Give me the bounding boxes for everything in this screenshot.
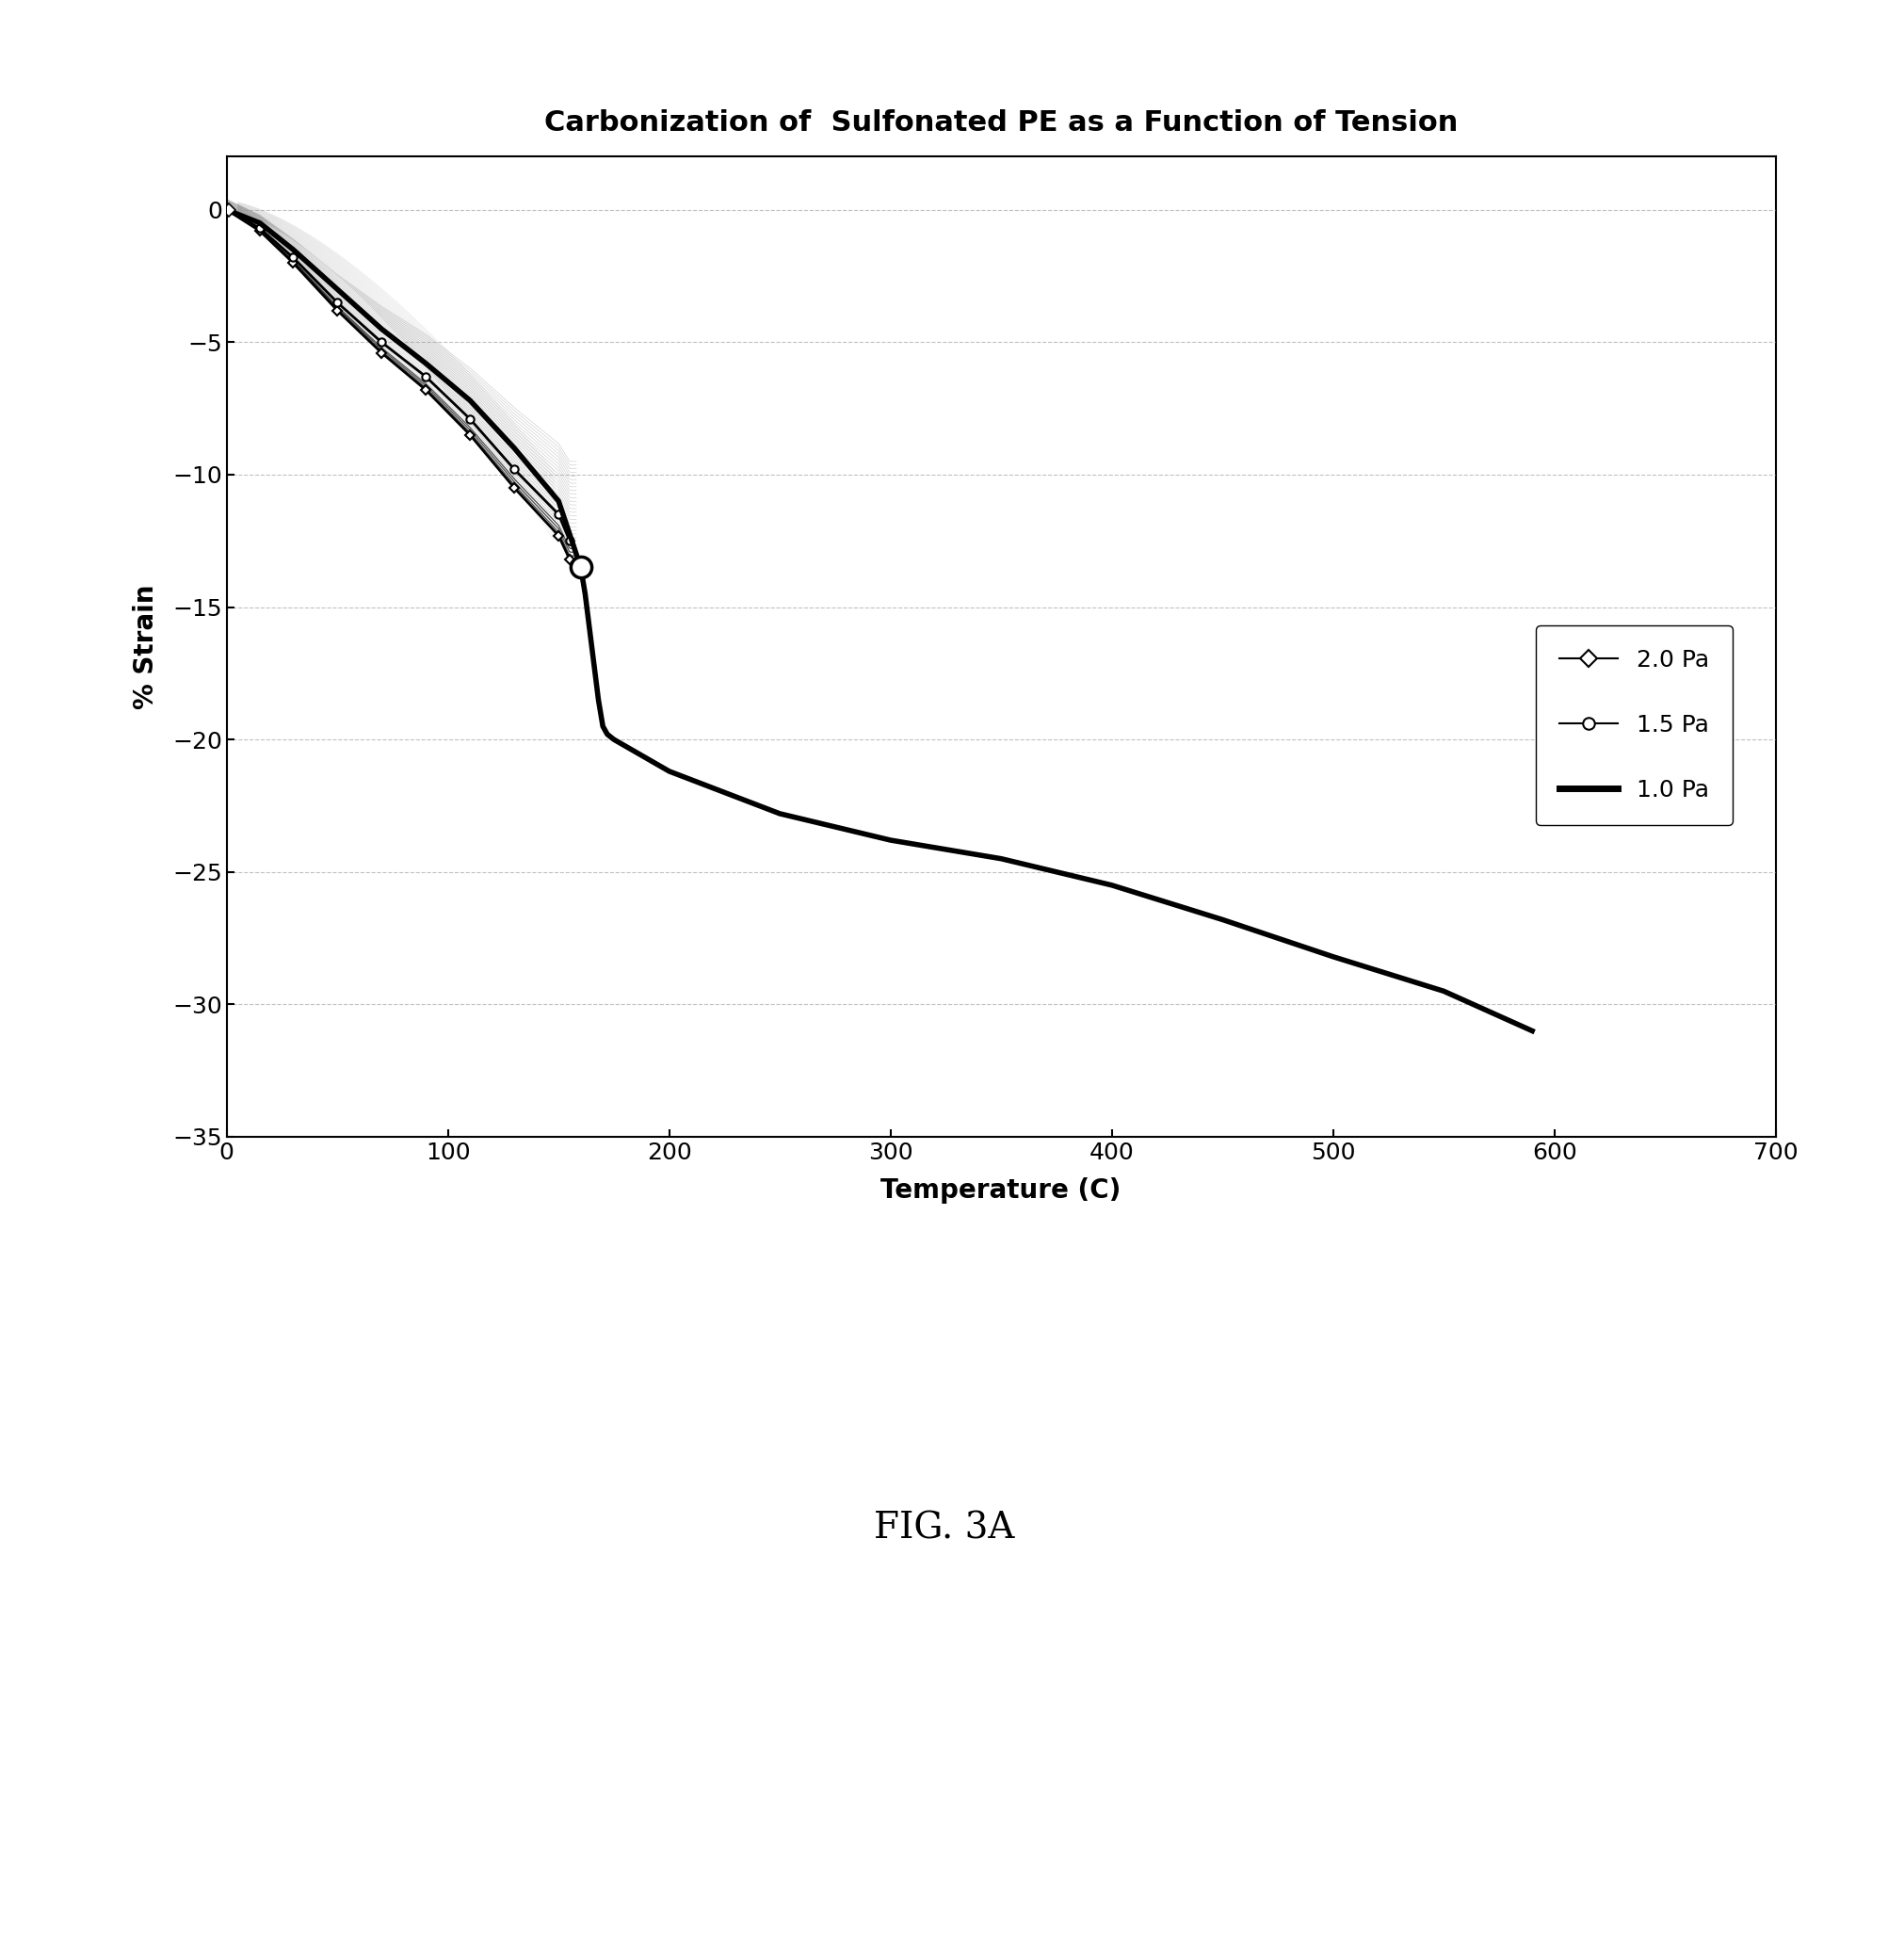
2.0 Pa: [281, 251, 304, 274]
1.5 Pa: [370, 331, 393, 355]
2.0 Pa: [459, 423, 481, 447]
Y-axis label: % Strain: % Strain: [132, 584, 159, 710]
1.5 Pa: [413, 365, 436, 388]
1.0 Pa: [215, 198, 238, 221]
1.0 Pa: [602, 727, 625, 751]
1.0 Pa: [1210, 907, 1233, 931]
2.0 Pa: [502, 476, 525, 500]
1.0 Pa: [657, 760, 680, 784]
1.0 Pa: [370, 318, 393, 341]
1.0 Pa: [568, 555, 591, 578]
1.5 Pa: [548, 502, 570, 525]
Line: 1.5 Pa: 1.5 Pa: [223, 206, 574, 545]
1.0 Pa: [587, 688, 610, 711]
1.0 Pa: [989, 847, 1012, 870]
1.5 Pa: [249, 216, 272, 239]
2.0 Pa: [559, 547, 582, 570]
1.0 Pa: [502, 437, 525, 461]
1.0 Pa: [327, 278, 349, 302]
1.0 Pa: [548, 490, 570, 514]
1.0 Pa: [1520, 1019, 1542, 1043]
1.5 Pa: [327, 290, 349, 314]
1.5 Pa: [459, 408, 481, 431]
2.0 Pa: [215, 198, 238, 221]
1.0 Pa: [413, 351, 436, 374]
Line: 2.0 Pa: 2.0 Pa: [223, 206, 572, 563]
1.0 Pa: [878, 829, 901, 853]
1.0 Pa: [459, 388, 481, 412]
1.5 Pa: [281, 245, 304, 269]
1.0 Pa: [1322, 945, 1344, 968]
1.5 Pa: [559, 529, 582, 553]
1.0 Pa: [602, 727, 625, 751]
1.0 Pa: [568, 555, 591, 578]
1.0 Pa: [1101, 874, 1123, 898]
Line: 1.0 Pa: 1.0 Pa: [227, 210, 1531, 1031]
2.0 Pa: [413, 378, 436, 402]
1.5 Pa: [215, 198, 238, 221]
1.0 Pa: [768, 802, 791, 825]
1.0 Pa: [565, 543, 587, 566]
X-axis label: Temperature (C): Temperature (C): [880, 1178, 1121, 1203]
Text: FIG. 3A: FIG. 3A: [874, 1511, 1014, 1546]
1.0 Pa: [595, 723, 617, 747]
2.0 Pa: [249, 220, 272, 243]
1.0 Pa: [580, 635, 602, 659]
1.0 Pa: [249, 212, 272, 235]
Title: Carbonization of  Sulfonated PE as a Function of Tension: Carbonization of Sulfonated PE as a Func…: [544, 110, 1458, 137]
2.0 Pa: [548, 523, 570, 547]
1.0 Pa: [591, 715, 614, 739]
1.0 Pa: [574, 582, 597, 606]
2.0 Pa: [370, 341, 393, 365]
2.0 Pa: [327, 298, 349, 321]
Legend: 2.0 Pa, 1.5 Pa, 1.0 Pa: 2.0 Pa, 1.5 Pa, 1.0 Pa: [1535, 625, 1731, 825]
1.0 Pa: [1431, 980, 1454, 1004]
1.0 Pa: [281, 237, 304, 261]
1.5 Pa: [502, 457, 525, 480]
